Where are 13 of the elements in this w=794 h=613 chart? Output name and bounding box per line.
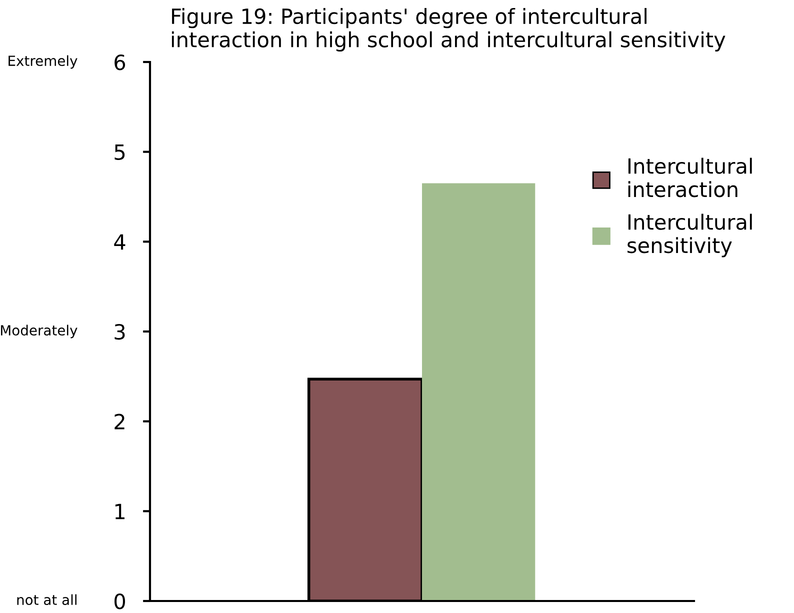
y-tick-label: 4 (114, 234, 126, 250)
y-tick-label: 0 (114, 593, 126, 610)
y-tick-label: 2 (114, 414, 124, 430)
text: Extremely (8, 55, 78, 69)
y-tick-label: 3 (114, 324, 125, 340)
y-tick-label: 1 (115, 504, 124, 520)
legend-label: Intercultural sensitivity (628, 214, 752, 258)
text: not at all (17, 594, 76, 606)
y-tick-label: 6 (114, 54, 126, 70)
chart-title: Figure 19: Participants' degree of intercultural interaction in high school and intercultural sensitivity (172, 8, 726, 52)
legend-label: Intercultural interaction (628, 158, 752, 198)
y-tick-label: 5 (114, 144, 125, 160)
text: Moderately (1, 324, 78, 338)
